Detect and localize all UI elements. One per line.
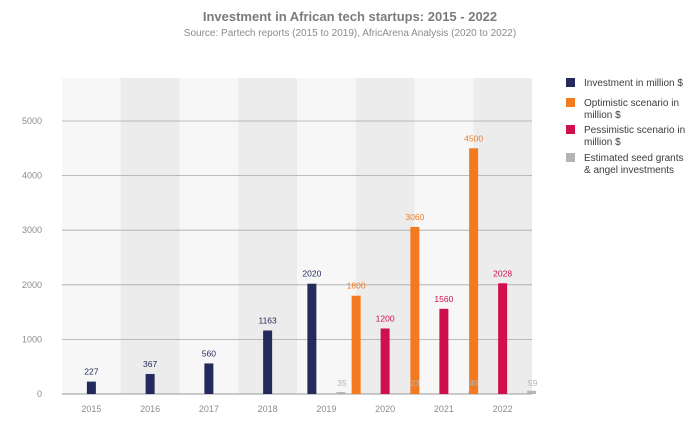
data-label: 45 [469,378,479,388]
x-tick-label: 2016 [140,404,160,414]
y-tick-label: 1000 [22,334,42,344]
bar [204,363,214,394]
bar [145,373,155,394]
data-label: 3060 [405,212,424,222]
band-2017 [179,78,239,394]
data-label: 227 [84,367,98,377]
legend-label: Pessimistic scenario in million $ [584,125,685,148]
data-label: 367 [143,359,157,369]
bars [86,148,537,394]
y-tick-label: 2000 [22,280,42,290]
legend-swatch [566,153,575,162]
bar [380,328,390,394]
data-label: 2028 [493,268,512,278]
data-label: 35 [337,378,347,388]
bar [307,283,317,394]
data-label: 1800 [347,281,366,291]
y-tick-label: 4000 [22,171,42,181]
x-tick-label: 2015 [81,404,101,414]
bar [469,148,479,394]
band-2016 [120,78,180,394]
data-labels: 227 367 560 1163 2020 35 1800 1200 23 3060 1560 45 4… [84,133,537,388]
data-label: 1163 [258,316,277,326]
legend-swatch [566,78,575,87]
bar [498,283,508,394]
bar [410,226,420,394]
x-tick-label: 2018 [258,404,278,414]
y-tick-label: 5000 [22,116,42,126]
legend-label: Estimated seed grants & angel investments [584,153,684,176]
bar [263,330,273,394]
data-label: 1560 [434,294,453,304]
data-label: 23 [410,378,420,388]
band-2015 [62,78,121,394]
legend-label: Optimistic scenario in million $ [584,98,679,121]
x-axis: 2015 2016 2017 2018 2019 2020 2021 2022 [81,404,512,414]
legend-swatch [566,98,575,107]
bar [86,381,96,394]
grid-lines [62,120,532,395]
bar [439,308,449,394]
data-label: 59 [528,378,538,388]
data-label: 1200 [376,313,395,323]
bar [351,295,361,394]
legend-swatch [566,125,575,134]
x-tick-label: 2021 [434,404,454,414]
x-tick-label: 2020 [375,404,395,414]
data-label: 2020 [302,269,321,279]
data-label: 4500 [464,133,483,143]
x-tick-label: 2017 [199,404,219,414]
y-axis: 0 1000 2000 3000 4000 5000 [22,116,42,399]
alternating-bands [62,78,532,394]
legend-label: Investment in million $ [584,78,683,89]
bar [527,390,537,394]
data-label: 560 [202,348,216,358]
legend: Investment in million $ Optimistic scenar… [566,78,685,176]
y-tick-label: 3000 [22,225,42,235]
chart-title: Investment in African tech startups: 201… [203,9,497,24]
bar [336,392,346,394]
y-tick-label: 0 [37,389,42,399]
x-tick-label: 2022 [493,404,513,414]
chart-subtitle: Source: Partech reports (2015 to 2019), … [184,28,516,39]
x-tick-label: 2019 [316,404,336,414]
band-2019 [297,78,356,394]
